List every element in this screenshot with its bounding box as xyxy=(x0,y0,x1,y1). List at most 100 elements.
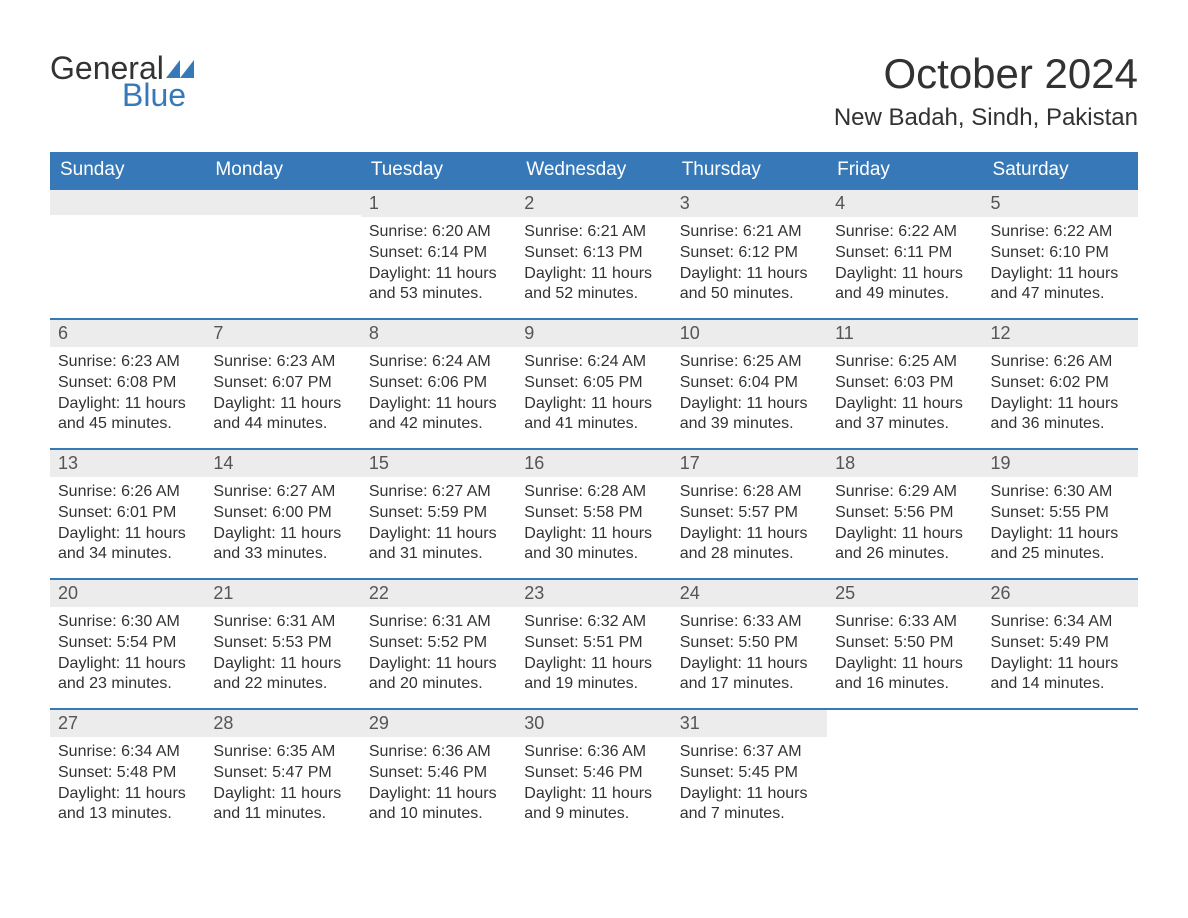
daylight-text: Daylight: 11 hours and 37 minutes. xyxy=(835,394,974,436)
day-content: Sunrise: 6:21 AMSunset: 6:12 PMDaylight:… xyxy=(672,217,827,310)
daylight-text: Daylight: 11 hours and 26 minutes. xyxy=(835,524,974,566)
daylight-text: Daylight: 11 hours and 45 minutes. xyxy=(58,394,197,436)
calendar-day-cell: 3Sunrise: 6:21 AMSunset: 6:12 PMDaylight… xyxy=(672,188,827,318)
day-number: 28 xyxy=(205,708,360,737)
calendar-day-cell: 11Sunrise: 6:25 AMSunset: 6:03 PMDayligh… xyxy=(827,318,982,448)
calendar-day-cell: 13Sunrise: 6:26 AMSunset: 6:01 PMDayligh… xyxy=(50,448,205,578)
day-content: Sunrise: 6:30 AMSunset: 5:55 PMDaylight:… xyxy=(983,477,1138,570)
sunrise-text: Sunrise: 6:21 AM xyxy=(524,222,663,243)
day-number: 21 xyxy=(205,578,360,607)
sunrise-text: Sunrise: 6:27 AM xyxy=(369,482,508,503)
day-content: Sunrise: 6:33 AMSunset: 5:50 PMDaylight:… xyxy=(672,607,827,700)
day-number: 6 xyxy=(50,318,205,347)
day-number: 16 xyxy=(516,448,671,477)
day-number: 23 xyxy=(516,578,671,607)
day-number: 7 xyxy=(205,318,360,347)
location-label: New Badah, Sindh, Pakistan xyxy=(834,104,1138,132)
day-content: Sunrise: 6:23 AMSunset: 6:07 PMDaylight:… xyxy=(205,347,360,440)
sunrise-text: Sunrise: 6:35 AM xyxy=(213,742,352,763)
day-content: Sunrise: 6:32 AMSunset: 5:51 PMDaylight:… xyxy=(516,607,671,700)
empty-day-number xyxy=(827,708,982,735)
calendar-day-cell: 21Sunrise: 6:31 AMSunset: 5:53 PMDayligh… xyxy=(205,578,360,708)
empty-day-number xyxy=(205,188,360,215)
sunrise-text: Sunrise: 6:26 AM xyxy=(991,352,1130,373)
daylight-text: Daylight: 11 hours and 50 minutes. xyxy=(680,264,819,306)
day-header-thursday: Thursday xyxy=(672,152,827,188)
day-number: 4 xyxy=(827,188,982,217)
day-number: 14 xyxy=(205,448,360,477)
daylight-text: Daylight: 11 hours and 22 minutes. xyxy=(213,654,352,696)
day-number: 12 xyxy=(983,318,1138,347)
sunset-text: Sunset: 5:57 PM xyxy=(680,503,819,524)
sunrise-text: Sunrise: 6:28 AM xyxy=(680,482,819,503)
sunset-text: Sunset: 5:52 PM xyxy=(369,633,508,654)
calendar-day-cell: 30Sunrise: 6:36 AMSunset: 5:46 PMDayligh… xyxy=(516,708,671,838)
daylight-text: Daylight: 11 hours and 47 minutes. xyxy=(991,264,1130,306)
daylight-text: Daylight: 11 hours and 34 minutes. xyxy=(58,524,197,566)
sunrise-text: Sunrise: 6:21 AM xyxy=(680,222,819,243)
day-number: 29 xyxy=(361,708,516,737)
calendar-day-cell: 16Sunrise: 6:28 AMSunset: 5:58 PMDayligh… xyxy=(516,448,671,578)
sunset-text: Sunset: 5:46 PM xyxy=(369,763,508,784)
calendar-day-cell xyxy=(827,708,982,838)
sunset-text: Sunset: 6:08 PM xyxy=(58,373,197,394)
day-header-sunday: Sunday xyxy=(50,152,205,188)
day-number: 9 xyxy=(516,318,671,347)
sunset-text: Sunset: 5:45 PM xyxy=(680,763,819,784)
day-header-saturday: Saturday xyxy=(983,152,1138,188)
day-number: 24 xyxy=(672,578,827,607)
daylight-text: Daylight: 11 hours and 49 minutes. xyxy=(835,264,974,306)
empty-day-number xyxy=(983,708,1138,735)
sunrise-text: Sunrise: 6:25 AM xyxy=(835,352,974,373)
calendar-day-cell: 22Sunrise: 6:31 AMSunset: 5:52 PMDayligh… xyxy=(361,578,516,708)
day-content: Sunrise: 6:21 AMSunset: 6:13 PMDaylight:… xyxy=(516,217,671,310)
sunrise-text: Sunrise: 6:36 AM xyxy=(524,742,663,763)
daylight-text: Daylight: 11 hours and 10 minutes. xyxy=(369,784,508,826)
day-content: Sunrise: 6:26 AMSunset: 6:02 PMDaylight:… xyxy=(983,347,1138,440)
calendar-day-cell: 25Sunrise: 6:33 AMSunset: 5:50 PMDayligh… xyxy=(827,578,982,708)
daylight-text: Daylight: 11 hours and 33 minutes. xyxy=(213,524,352,566)
sunrise-text: Sunrise: 6:36 AM xyxy=(369,742,508,763)
sunset-text: Sunset: 5:53 PM xyxy=(213,633,352,654)
day-content: Sunrise: 6:27 AMSunset: 5:59 PMDaylight:… xyxy=(361,477,516,570)
day-header-monday: Monday xyxy=(205,152,360,188)
day-number: 26 xyxy=(983,578,1138,607)
day-content: Sunrise: 6:30 AMSunset: 5:54 PMDaylight:… xyxy=(50,607,205,700)
sunset-text: Sunset: 6:07 PM xyxy=(213,373,352,394)
sunrise-text: Sunrise: 6:33 AM xyxy=(835,612,974,633)
daylight-text: Daylight: 11 hours and 14 minutes. xyxy=(991,654,1130,696)
sunrise-text: Sunrise: 6:30 AM xyxy=(991,482,1130,503)
calendar-day-cell: 5Sunrise: 6:22 AMSunset: 6:10 PMDaylight… xyxy=(983,188,1138,318)
sunset-text: Sunset: 5:54 PM xyxy=(58,633,197,654)
calendar-day-cell: 2Sunrise: 6:21 AMSunset: 6:13 PMDaylight… xyxy=(516,188,671,318)
sunrise-text: Sunrise: 6:23 AM xyxy=(58,352,197,373)
day-content: Sunrise: 6:20 AMSunset: 6:14 PMDaylight:… xyxy=(361,217,516,310)
day-number: 13 xyxy=(50,448,205,477)
day-number: 20 xyxy=(50,578,205,607)
day-content: Sunrise: 6:26 AMSunset: 6:01 PMDaylight:… xyxy=(50,477,205,570)
calendar-body: 1Sunrise: 6:20 AMSunset: 6:14 PMDaylight… xyxy=(50,188,1138,838)
day-number: 18 xyxy=(827,448,982,477)
sunrise-text: Sunrise: 6:31 AM xyxy=(369,612,508,633)
day-content: Sunrise: 6:23 AMSunset: 6:08 PMDaylight:… xyxy=(50,347,205,440)
daylight-text: Daylight: 11 hours and 11 minutes. xyxy=(213,784,352,826)
day-number: 8 xyxy=(361,318,516,347)
calendar-day-cell: 27Sunrise: 6:34 AMSunset: 5:48 PMDayligh… xyxy=(50,708,205,838)
daylight-text: Daylight: 11 hours and 16 minutes. xyxy=(835,654,974,696)
calendar-day-cell: 18Sunrise: 6:29 AMSunset: 5:56 PMDayligh… xyxy=(827,448,982,578)
sunset-text: Sunset: 5:47 PM xyxy=(213,763,352,784)
sunset-text: Sunset: 6:06 PM xyxy=(369,373,508,394)
day-content: Sunrise: 6:25 AMSunset: 6:04 PMDaylight:… xyxy=(672,347,827,440)
sunset-text: Sunset: 6:12 PM xyxy=(680,243,819,264)
sunset-text: Sunset: 6:11 PM xyxy=(835,243,974,264)
calendar-day-cell: 12Sunrise: 6:26 AMSunset: 6:02 PMDayligh… xyxy=(983,318,1138,448)
sunset-text: Sunset: 6:04 PM xyxy=(680,373,819,394)
sunrise-text: Sunrise: 6:24 AM xyxy=(524,352,663,373)
day-number: 10 xyxy=(672,318,827,347)
sunrise-text: Sunrise: 6:34 AM xyxy=(991,612,1130,633)
calendar-week-row: 27Sunrise: 6:34 AMSunset: 5:48 PMDayligh… xyxy=(50,708,1138,838)
sunset-text: Sunset: 6:05 PM xyxy=(524,373,663,394)
calendar-day-cell: 6Sunrise: 6:23 AMSunset: 6:08 PMDaylight… xyxy=(50,318,205,448)
calendar-week-row: 1Sunrise: 6:20 AMSunset: 6:14 PMDaylight… xyxy=(50,188,1138,318)
calendar-day-cell: 4Sunrise: 6:22 AMSunset: 6:11 PMDaylight… xyxy=(827,188,982,318)
